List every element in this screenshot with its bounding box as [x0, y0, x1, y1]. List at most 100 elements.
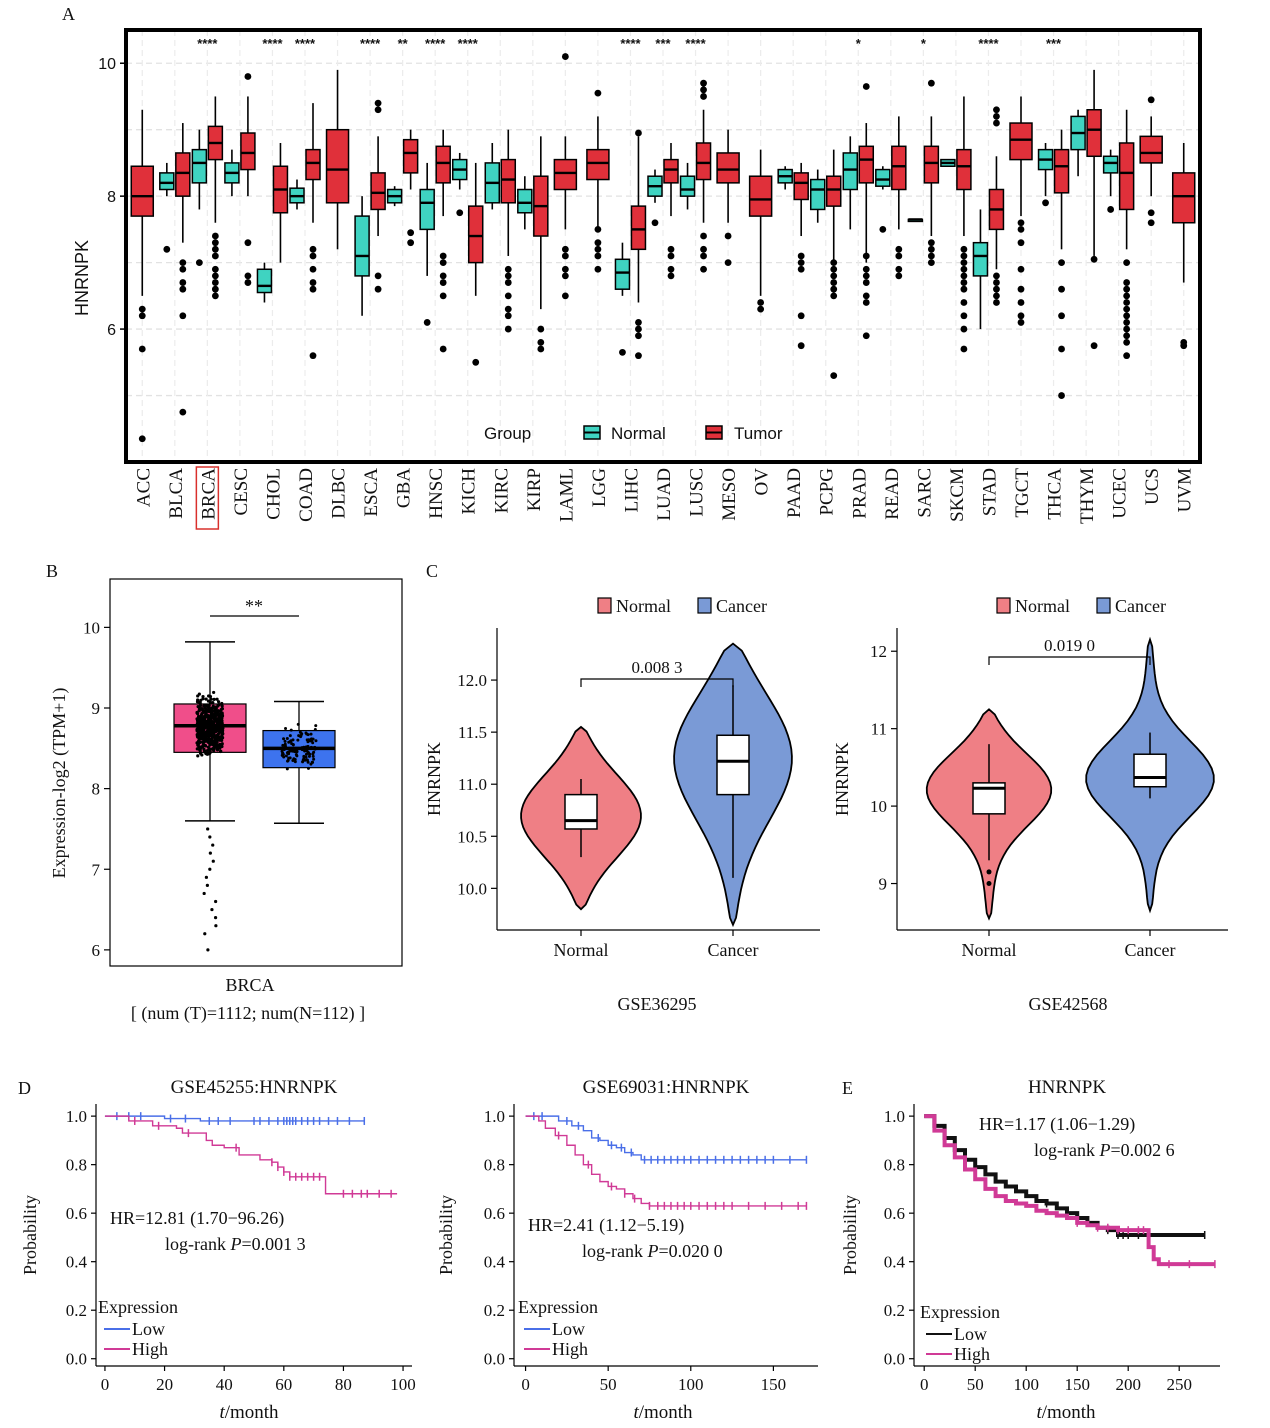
box-tumor — [1086, 69, 1102, 350]
sample-point — [208, 867, 212, 871]
outlier-point — [439, 292, 447, 300]
box-tumor — [923, 79, 940, 267]
box-iqr — [923, 145, 940, 184]
x-tick-label: CHOL — [263, 468, 284, 520]
outlier-point — [960, 272, 968, 280]
outlier-point — [1058, 285, 1065, 293]
x-tick-label: 150 — [761, 1375, 787, 1394]
box-tumor — [695, 79, 712, 273]
box-iqr — [517, 188, 533, 214]
outlier-point — [635, 332, 642, 340]
outlier-point — [1123, 325, 1131, 333]
sample-point — [197, 730, 201, 734]
outlier-point — [179, 265, 187, 273]
p-value-label: 0.008 3 — [632, 658, 683, 677]
sample-point — [217, 712, 221, 717]
sample-point — [220, 738, 224, 742]
sample-point — [283, 739, 287, 743]
panel-label-b: B — [46, 561, 58, 581]
box-normal — [451, 152, 468, 217]
sample-point — [204, 875, 209, 879]
outlier-point — [927, 79, 935, 87]
outlier-point — [927, 239, 935, 247]
km-curve-high — [104, 1115, 398, 1195]
y-tick-label: 0.2 — [884, 1301, 905, 1320]
x-tick-label: ESCA — [361, 468, 382, 517]
outlier-point — [862, 83, 870, 90]
outlier-point — [504, 305, 512, 313]
box-iqr — [370, 172, 386, 211]
sample-point — [310, 760, 314, 764]
significance-label: *** — [655, 36, 671, 51]
outlier-point — [374, 272, 382, 280]
sample-point — [283, 742, 287, 746]
x-tick-label: LAML — [556, 468, 577, 522]
outlier-point — [211, 265, 219, 273]
x-tick-label: 20 — [156, 1375, 173, 1394]
jitter-points — [195, 690, 318, 952]
outlier-point — [211, 279, 219, 286]
sample-point — [212, 748, 216, 753]
sample-point — [210, 907, 214, 912]
box-iqr — [842, 152, 859, 191]
sample-point — [281, 752, 285, 756]
sample-point — [209, 728, 213, 732]
outlier-point — [374, 99, 382, 107]
outlier-point — [651, 219, 659, 227]
x-tick-label: DLBC — [329, 468, 350, 519]
box-tumor — [793, 162, 809, 350]
legend-swatch — [697, 597, 712, 614]
legend-item-normal: Normal — [616, 596, 671, 616]
sample-point — [311, 754, 315, 758]
panel-e-km-hnrnpk: 0.0 0.2 0.4 0.6 0.8 1.0 0 50 100 150 200 250 HNRNPK P… — [840, 1077, 1220, 1423]
sample-point — [199, 698, 203, 702]
y-tick-label: 0.8 — [66, 1156, 87, 1175]
outlier-point — [537, 325, 545, 333]
sample-point — [206, 699, 211, 703]
sample-point — [216, 722, 221, 727]
x-tick-label: SARC — [914, 468, 935, 518]
x-tick-label: 50 — [600, 1375, 617, 1394]
sample-point — [220, 707, 224, 711]
outlier-point — [1058, 312, 1065, 320]
significance-label: *** — [1046, 36, 1062, 51]
outlier-point — [211, 272, 219, 280]
sample-point — [198, 701, 202, 705]
sample-point — [207, 714, 212, 718]
box-tumor — [402, 129, 419, 247]
outlier-point — [1147, 219, 1155, 227]
outlier-point — [407, 239, 415, 247]
sample-point — [214, 718, 218, 722]
outlier-point — [993, 292, 1000, 300]
sample-point — [208, 835, 212, 839]
outlier-point — [504, 325, 512, 333]
legend-item-low: Low — [552, 1319, 585, 1339]
sample-point — [196, 735, 200, 739]
sample-point — [202, 733, 207, 737]
sample-point — [214, 744, 218, 748]
box-iqr — [402, 138, 419, 174]
outlier-point — [309, 279, 317, 286]
box-tumor — [630, 129, 647, 360]
box-normal — [1037, 142, 1054, 207]
sample-point — [219, 728, 223, 733]
outlier-point — [895, 245, 903, 253]
sample-point — [287, 756, 291, 760]
sample-point — [306, 744, 310, 748]
legend-item-normal: Normal — [1015, 596, 1070, 616]
x-tick-label: OV — [752, 468, 773, 496]
box-iqr — [467, 205, 484, 264]
box-tumor — [1009, 96, 1033, 326]
outlier-point — [986, 881, 992, 887]
sample-point — [208, 741, 212, 745]
outlier-point — [879, 225, 887, 233]
y-axis-label: HNRNPK — [424, 742, 444, 816]
sample-point — [206, 745, 210, 749]
sample-point — [288, 739, 292, 743]
sample-point — [206, 751, 211, 756]
x-axis-label: t/month — [633, 1402, 693, 1423]
sample-point — [202, 704, 206, 708]
sample-point — [311, 741, 315, 745]
x-tick-label: PRAD — [849, 468, 870, 519]
sample-point — [201, 695, 205, 699]
